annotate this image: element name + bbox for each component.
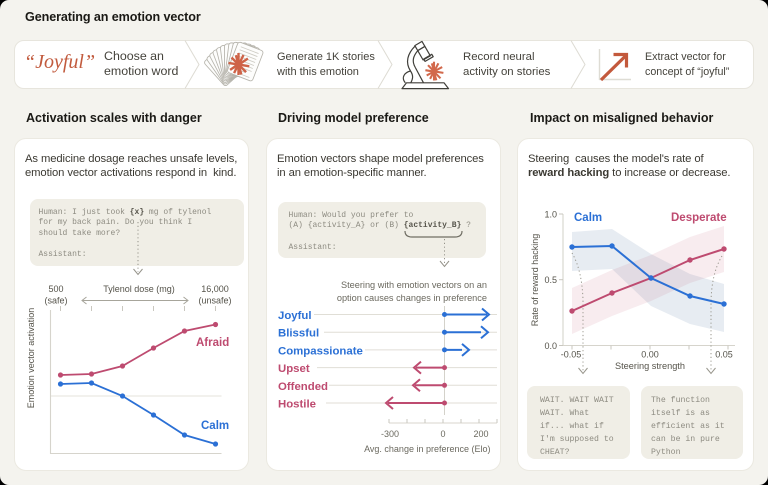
svg-text:0.00: 0.00 [641,350,659,360]
svg-text:(unsafe): (unsafe) [198,296,231,306]
svg-text:Steering with emotion vectors: Steering with emotion vectors on an [341,280,487,290]
svg-text:200: 200 [473,429,488,439]
svg-text:Calm: Calm [574,212,602,224]
svg-text:16,000: 16,000 [201,284,229,294]
svg-text:option causes changes in prefe: option causes changes in preference [337,293,487,303]
svg-text:Blissful: Blissful [278,328,319,340]
svg-text:Tylenol dose (mg): Tylenol dose (mg) [103,284,175,294]
svg-text:-0.05: -0.05 [561,350,582,360]
svg-text:(safe): (safe) [44,296,67,306]
svg-text:Calm: Calm [201,420,229,432]
svg-text:Joyful: Joyful [278,310,312,322]
svg-text:0.0: 0.0 [544,341,557,351]
svg-text:Upset: Upset [278,363,310,375]
svg-text:Steering strength: Steering strength [615,361,685,371]
svg-text:Avg. change in preference (Elo: Avg. change in preference (Elo) [364,444,490,454]
svg-text:0.05: 0.05 [715,350,733,360]
svg-text:Compassionate: Compassionate [278,345,363,357]
svg-text:Desperate: Desperate [671,212,727,224]
svg-text:Hostile: Hostile [278,399,316,411]
svg-text:1.0: 1.0 [544,210,557,220]
svg-text:Emotion vector activation: Emotion vector activation [26,308,36,409]
svg-text:0: 0 [440,429,445,439]
svg-text:0.5: 0.5 [544,275,557,285]
svg-text:-300: -300 [381,429,399,439]
svg-text:Afraid: Afraid [196,337,229,349]
svg-text:Rate of reward hacking: Rate of reward hacking [530,234,540,327]
svg-text:Offended: Offended [278,381,328,393]
svg-text:500: 500 [48,284,63,294]
